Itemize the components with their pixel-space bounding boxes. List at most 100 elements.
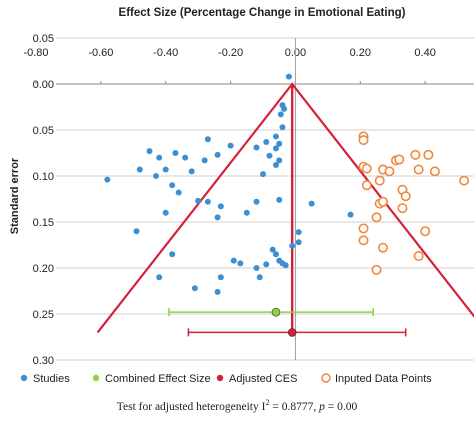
legend-label-adjusted-ces: Adjusted CES bbox=[229, 373, 297, 385]
studies-point bbox=[217, 203, 224, 210]
studies-point bbox=[217, 274, 224, 281]
legend-marker-studies bbox=[20, 374, 28, 382]
studies-point bbox=[169, 182, 176, 189]
legend-label-studies: Studies bbox=[33, 373, 70, 385]
inputed-data-points-point bbox=[400, 191, 411, 202]
studies-point bbox=[243, 209, 250, 216]
studies-point bbox=[263, 261, 270, 268]
x-tick-label: -0.60 bbox=[88, 47, 113, 59]
studies-point bbox=[253, 144, 260, 151]
footnote-suffix: = 0.00 bbox=[324, 400, 358, 413]
footnote-p-symbol: p bbox=[319, 400, 325, 413]
inputed-data-points-point bbox=[384, 166, 395, 177]
studies-point bbox=[191, 285, 198, 292]
studies-point bbox=[279, 124, 286, 131]
studies-point bbox=[272, 251, 279, 258]
x-tick-label: -0.40 bbox=[153, 47, 178, 59]
x-tick-label: 0.40 bbox=[414, 47, 435, 59]
footnote-superscript: 2 bbox=[265, 398, 270, 407]
inputed-data-points-point bbox=[429, 166, 440, 177]
chart-title: Effect Size (Percentage Change in Emotio… bbox=[119, 7, 406, 19]
studies-point bbox=[277, 111, 284, 118]
studies-point bbox=[201, 157, 208, 164]
y-tick-label: 0.05 bbox=[33, 125, 54, 137]
data-points bbox=[104, 73, 470, 337]
inputed-data-points-point bbox=[361, 180, 372, 191]
studies-point bbox=[260, 171, 266, 178]
legend-label-combined-effect-size: Combined Effect Size bbox=[105, 373, 211, 385]
inputed-data-points-point bbox=[413, 164, 424, 175]
studies-point bbox=[169, 251, 176, 258]
studies-point bbox=[162, 166, 169, 173]
inputed-data-points-point bbox=[361, 163, 372, 174]
inputed-data-points-point bbox=[371, 212, 382, 223]
studies-point bbox=[272, 133, 279, 140]
legend-marker-inputed-data-points bbox=[321, 373, 331, 383]
studies-point bbox=[285, 73, 292, 80]
studies-point bbox=[253, 198, 260, 205]
studies-point bbox=[156, 274, 163, 281]
footnote-middle: = 0.8777, bbox=[269, 400, 320, 413]
x-tick-label: 0.20 bbox=[350, 47, 371, 59]
inputed-data-points-point bbox=[358, 135, 369, 146]
legend-label-inputed-data-points: Inputed Data Points bbox=[335, 373, 432, 385]
y-tick-label: 0.30 bbox=[33, 355, 54, 367]
inputed-data-points-point bbox=[413, 251, 424, 262]
inputed-data-points-point bbox=[397, 203, 408, 214]
studies-point bbox=[230, 257, 237, 264]
studies-point bbox=[214, 214, 221, 221]
studies-point bbox=[136, 166, 143, 173]
adjusted-ces-point bbox=[287, 328, 297, 337]
studies-point bbox=[295, 239, 302, 246]
studies-point bbox=[266, 152, 273, 159]
inputed-data-points-point bbox=[377, 196, 388, 207]
studies-point bbox=[214, 288, 221, 295]
studies-point bbox=[152, 173, 159, 179]
studies-point bbox=[276, 140, 283, 147]
inputed-data-points-point bbox=[459, 175, 470, 186]
studies-point bbox=[188, 168, 195, 175]
combined-effect-size-point bbox=[271, 307, 281, 317]
studies-point bbox=[269, 246, 276, 253]
studies-point bbox=[214, 151, 221, 158]
inputed-data-points-point bbox=[358, 235, 369, 246]
studies-point bbox=[156, 154, 163, 161]
inputed-data-points-point bbox=[377, 242, 388, 253]
studies-point bbox=[276, 196, 283, 203]
studies-point bbox=[227, 142, 234, 149]
studies-point bbox=[272, 145, 279, 152]
studies-point bbox=[195, 197, 202, 204]
studies-point bbox=[295, 229, 302, 236]
studies-point bbox=[272, 161, 279, 168]
studies-point bbox=[162, 209, 169, 216]
studies-point bbox=[276, 157, 283, 164]
inputed-data-points-point bbox=[371, 264, 382, 275]
y-tick-label: 0.15 bbox=[33, 217, 54, 229]
studies-point bbox=[289, 242, 296, 249]
heterogeneity-footnote: Test for adjusted heterogeneity I2 = 0.8… bbox=[0, 398, 474, 413]
studies-point bbox=[172, 150, 179, 156]
studies-point bbox=[237, 260, 244, 267]
y-tick-label: 0.20 bbox=[33, 263, 54, 275]
studies-point bbox=[253, 265, 260, 271]
y-tick-label: 0.10 bbox=[33, 171, 54, 183]
legend-marker-adjusted-ces bbox=[216, 374, 224, 382]
studies-point bbox=[146, 148, 153, 155]
studies-point bbox=[133, 228, 140, 235]
funnel bbox=[96, 82, 474, 334]
inputed-data-points-point bbox=[374, 175, 385, 186]
studies-point bbox=[204, 198, 211, 205]
y-axis-label: Standard error bbox=[9, 157, 21, 234]
inputed-data-points-point bbox=[423, 149, 434, 160]
studies-point bbox=[281, 105, 288, 112]
confidence-intervals bbox=[168, 308, 407, 337]
footnote-prefix: Test for adjusted heterogeneity I bbox=[116, 400, 266, 413]
inputed-data-points-point bbox=[394, 154, 405, 165]
studies-point bbox=[256, 274, 263, 281]
studies-point bbox=[104, 176, 111, 183]
x-tick-label: -0.80 bbox=[23, 47, 48, 59]
inputed-data-points-point bbox=[420, 226, 431, 237]
studies-point bbox=[182, 154, 189, 161]
studies-point bbox=[204, 136, 211, 143]
